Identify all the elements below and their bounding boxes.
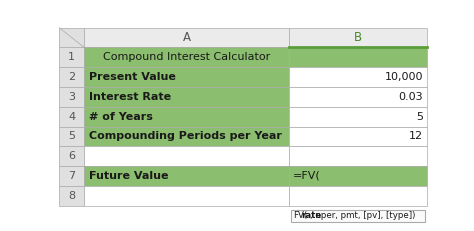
Bar bbox=[289, 166, 427, 186]
Text: 12: 12 bbox=[409, 131, 423, 141]
Bar bbox=[84, 67, 289, 87]
Bar bbox=[84, 166, 289, 186]
Bar bbox=[59, 28, 84, 48]
Bar bbox=[84, 107, 289, 127]
Text: 2: 2 bbox=[68, 72, 75, 82]
Text: 8: 8 bbox=[68, 191, 75, 201]
Bar bbox=[59, 87, 84, 107]
Bar bbox=[59, 107, 84, 127]
Bar bbox=[289, 107, 427, 127]
Text: Interest Rate: Interest Rate bbox=[89, 92, 171, 102]
Bar bbox=[84, 146, 289, 166]
Bar bbox=[291, 210, 426, 222]
Text: Present Value: Present Value bbox=[89, 72, 175, 82]
Bar bbox=[289, 186, 427, 206]
Text: # of Years: # of Years bbox=[89, 112, 153, 122]
Text: rate: rate bbox=[302, 211, 322, 220]
Bar bbox=[289, 87, 427, 107]
Text: A: A bbox=[182, 31, 191, 44]
Bar bbox=[59, 127, 84, 146]
Bar bbox=[289, 146, 427, 166]
Text: FV(: FV( bbox=[293, 211, 308, 220]
Bar bbox=[84, 127, 289, 146]
Bar bbox=[84, 28, 289, 48]
Bar bbox=[59, 48, 84, 67]
Bar bbox=[289, 48, 427, 67]
Text: 5: 5 bbox=[68, 131, 75, 141]
Text: 4: 4 bbox=[68, 112, 75, 122]
Bar bbox=[59, 146, 84, 166]
Bar bbox=[289, 67, 427, 87]
Bar bbox=[59, 67, 84, 87]
Bar bbox=[59, 166, 84, 186]
Text: 6: 6 bbox=[68, 151, 75, 161]
Bar bbox=[289, 28, 427, 48]
Bar bbox=[84, 48, 289, 67]
Text: 5: 5 bbox=[416, 112, 423, 122]
Text: Compound Interest Calculator: Compound Interest Calculator bbox=[103, 52, 270, 62]
Text: , nper, pmt, [pv], [type]): , nper, pmt, [pv], [type]) bbox=[310, 211, 415, 220]
Text: 1: 1 bbox=[68, 52, 75, 62]
Text: 7: 7 bbox=[68, 171, 75, 181]
Bar bbox=[84, 186, 289, 206]
Text: 10,000: 10,000 bbox=[384, 72, 423, 82]
Text: Compounding Periods per Year: Compounding Periods per Year bbox=[89, 131, 282, 141]
Bar bbox=[59, 186, 84, 206]
Text: Future Value: Future Value bbox=[89, 171, 168, 181]
Text: =FV(: =FV( bbox=[293, 171, 320, 181]
Text: 3: 3 bbox=[68, 92, 75, 102]
Text: 0.03: 0.03 bbox=[398, 92, 423, 102]
Bar bbox=[84, 87, 289, 107]
Text: B: B bbox=[354, 31, 362, 44]
Bar bbox=[289, 127, 427, 146]
